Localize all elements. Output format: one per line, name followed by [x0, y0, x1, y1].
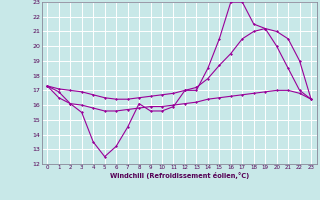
- X-axis label: Windchill (Refroidissement éolien,°C): Windchill (Refroidissement éolien,°C): [109, 172, 249, 179]
